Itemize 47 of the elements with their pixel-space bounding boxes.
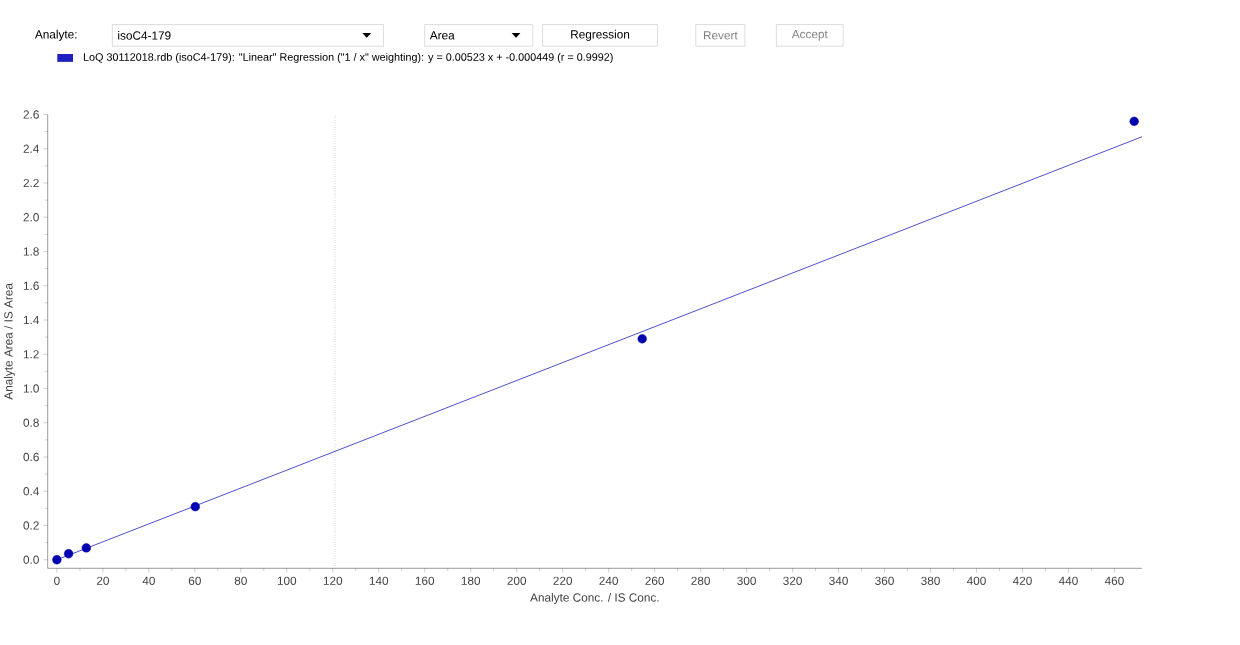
x-tick-label: 160 — [415, 576, 435, 585]
x-tick-label: 280 — [691, 576, 710, 585]
x-tick-label: 440 — [1058, 576, 1078, 585]
x-tick-label: 460 — [1104, 576, 1124, 585]
y-tick-label: 0.2 — [23, 521, 39, 530]
x-tick-label: 180 — [461, 576, 481, 585]
y-tick-label: 2.2 — [23, 178, 39, 187]
x-tick-label: 380 — [921, 576, 940, 585]
x-tick-label: 240 — [599, 576, 619, 585]
x-tick-label: 400 — [966, 576, 986, 585]
x-tick-label: 220 — [553, 576, 573, 585]
y-tick-label: 0.0 — [23, 555, 39, 564]
y-tick-label: 2.4 — [23, 144, 40, 153]
text: Accept — [791, 29, 828, 41]
legend-label: LoQ 30112018.rdb (isoC4-179): "Linear" Regression ("1 / x" weighting): y = 0.00523 x + -0.000449 (r = 0.9992) — [83, 52, 613, 63]
y-tick-label: 1.2 — [23, 349, 39, 359]
x-tick-label: 60 — [188, 576, 201, 585]
y-tick-label: 0.6 — [23, 452, 39, 461]
x-tick-label: 260 — [645, 576, 664, 585]
y-tick-label: 0.4 — [23, 486, 40, 496]
text: isoC4-179 — [118, 30, 171, 40]
x-tick-label: 40 — [142, 576, 155, 585]
y-tick-label: 0.8 — [23, 418, 39, 427]
text: Regression — [571, 29, 630, 41]
y-tick-label: 2.0 — [23, 212, 39, 222]
y-axis-title: Analyte Area / IS Area — [3, 282, 15, 400]
x-tick-label: 340 — [829, 576, 848, 585]
x-tick-label: 20 — [96, 576, 109, 585]
text: Area — [429, 31, 455, 40]
y-tick-label: 1.4 — [23, 315, 40, 324]
x-tick-label: 300 — [737, 576, 756, 585]
text: Revert — [703, 31, 738, 40]
y-tick-label: 1.6 — [23, 281, 39, 290]
x-tick-label: 120 — [323, 576, 343, 585]
y-tick-label: 2.6 — [23, 110, 39, 119]
y-tick-label: 1.0 — [23, 384, 39, 393]
x-tick-label: 420 — [1012, 576, 1032, 585]
x-tick-label: 360 — [875, 576, 894, 585]
x-tick-label: 140 — [369, 576, 389, 585]
x-tick-label: 320 — [783, 576, 802, 585]
y-tick-label: 1.8 — [23, 247, 39, 256]
x-tick-label: 0 — [54, 576, 60, 585]
x-axis-title: Analyte Conc. / IS Conc. — [530, 592, 659, 604]
x-tick-label: 80 — [234, 576, 247, 585]
x-tick-label: 200 — [507, 576, 527, 585]
text: Analyte: — [34, 29, 77, 41]
x-tick-label: 100 — [277, 576, 297, 585]
